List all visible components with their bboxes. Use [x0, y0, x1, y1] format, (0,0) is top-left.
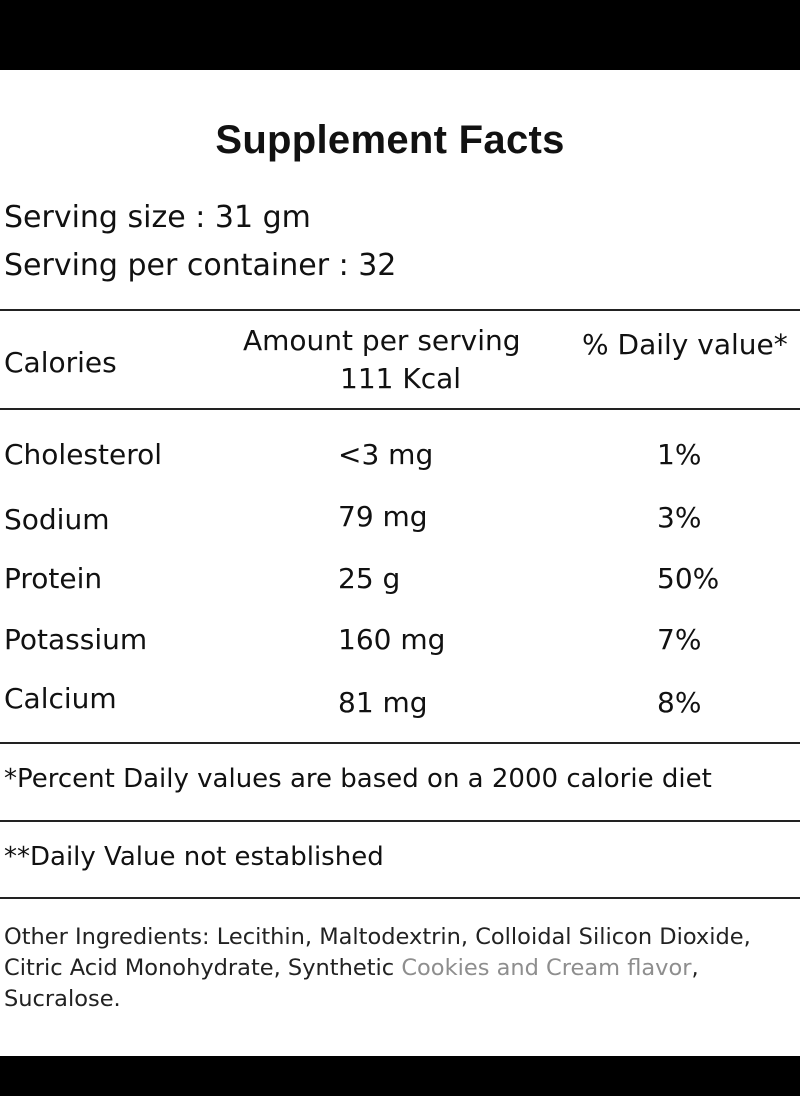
nutrient-daily-value: 3%	[657, 501, 702, 534]
header-amount-per-serving: Amount per serving	[243, 324, 521, 357]
nutrient-amount: 160 mg	[338, 623, 446, 656]
other-ingredients: Other Ingredients: Lecithin, Maltodextri…	[4, 922, 800, 1015]
nutrient-daily-value: 7%	[657, 623, 702, 656]
ingredients-list: Other Ingredients: Lecithin, Maltodextri…	[4, 924, 751, 981]
header-kcal: 111 Kcal	[340, 362, 462, 395]
nutrient-daily-value: 1%	[657, 438, 702, 471]
page-title: Supplement Facts	[215, 118, 565, 162]
nutrient-daily-value: 8%	[657, 686, 702, 719]
footnote-not-established: **Daily Value not established	[4, 842, 384, 872]
nutrient-name: Cholesterol	[4, 438, 163, 471]
divider	[0, 897, 800, 899]
divider	[0, 408, 800, 410]
bottom-black-bar	[0, 1056, 800, 1096]
divider	[0, 309, 800, 311]
divider	[0, 820, 800, 822]
nutrient-amount: 81 mg	[338, 686, 428, 719]
ingredients-list-end: , Sucralose.	[4, 955, 699, 1012]
nutrient-amount: 79 mg	[338, 500, 428, 533]
ingredients-flavor: Cookies and Cream flavor	[401, 955, 692, 981]
header-calories: Calories	[4, 346, 117, 379]
footnote-percent-daily: *Percent Daily values are based on a 200…	[4, 764, 712, 794]
servings-per-container: Serving per container : 32	[4, 248, 397, 283]
nutrient-name: Sodium	[4, 503, 110, 536]
nutrient-daily-value: 50%	[657, 562, 720, 595]
serving-size: Serving size : 31 gm	[4, 200, 311, 235]
top-black-bar	[0, 0, 800, 70]
nutrient-name: Protein	[4, 562, 103, 595]
nutrient-amount: <3 mg	[338, 438, 434, 471]
nutrient-name: Potassium	[4, 623, 148, 656]
nutrient-name: Calcium	[4, 682, 117, 715]
divider	[0, 742, 800, 744]
nutrient-amount: 25 g	[338, 562, 401, 595]
header-daily-value: % Daily value*	[582, 328, 788, 361]
